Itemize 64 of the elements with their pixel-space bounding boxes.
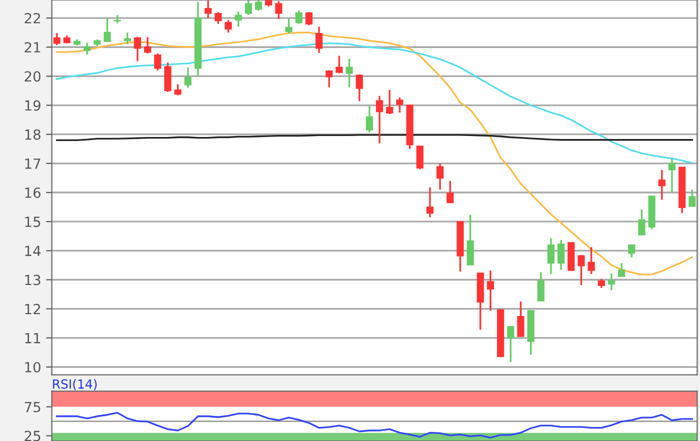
candlestick [326,70,333,88]
y-tick-label: 19 [25,100,40,111]
candlestick [104,17,111,42]
y-tick-label: 20 [24,71,40,82]
candlestick [285,17,292,34]
y-tick-label: 17 [25,158,40,169]
candlestick [547,237,555,275]
candlestick [608,272,616,292]
candlestick [668,157,676,194]
candlestick [184,66,192,89]
candlestick [346,58,353,88]
candlestick [305,11,312,26]
candlestick [144,36,152,54]
candlestick [537,271,544,302]
candlestick [558,239,565,271]
y-tick-label: 11 [25,333,40,344]
y-tick-label: 16 [25,187,41,198]
candlestick [517,300,524,338]
candlestick [578,254,585,286]
candlestick [315,26,323,54]
y-tick-label: 25 [24,430,40,441]
candlestick [154,52,162,72]
y-tick-label: 21 [24,42,40,52]
candlestick [275,0,282,20]
y-tick-label: 12 [25,304,40,314]
candlestick [588,246,595,275]
candlestick [658,168,666,201]
candlestick [638,208,646,236]
candlestick [204,0,212,19]
candlestick [426,186,434,218]
candlestick [507,325,514,363]
y-tick-label: 13 [25,274,40,286]
candlestick [688,188,696,208]
y-tick-label: 15 [25,216,40,228]
candlestick [376,95,384,144]
candlestick [598,278,605,289]
candlestick [336,55,343,74]
candlestick [416,145,424,170]
candlestick [214,11,222,25]
candlestick [628,244,636,258]
y-tick-label: 75 [24,402,40,412]
candlestick [224,19,232,34]
candlestick [134,36,142,62]
y-tick-label: 10 [25,362,40,372]
candlestick [446,180,454,204]
candlestick [254,0,262,12]
candlestick [244,0,252,16]
candlestick [366,105,374,134]
candlestick [396,96,404,114]
candlestick [295,10,302,25]
candlestick [618,262,626,278]
candlestick [486,270,494,312]
y-tick-label: 18 [25,129,40,140]
candlestick [53,32,60,46]
candlestick [84,42,91,56]
candlestick [436,162,444,190]
line-series [56,412,693,438]
chart-title: RSI(14) [53,379,97,390]
y-tick-label: 14 [25,246,41,256]
candlestick [386,89,394,115]
y-tick-label: 22 [24,13,40,24]
candlestick [174,84,182,96]
candlestick [356,74,363,102]
candlestick [234,10,242,28]
